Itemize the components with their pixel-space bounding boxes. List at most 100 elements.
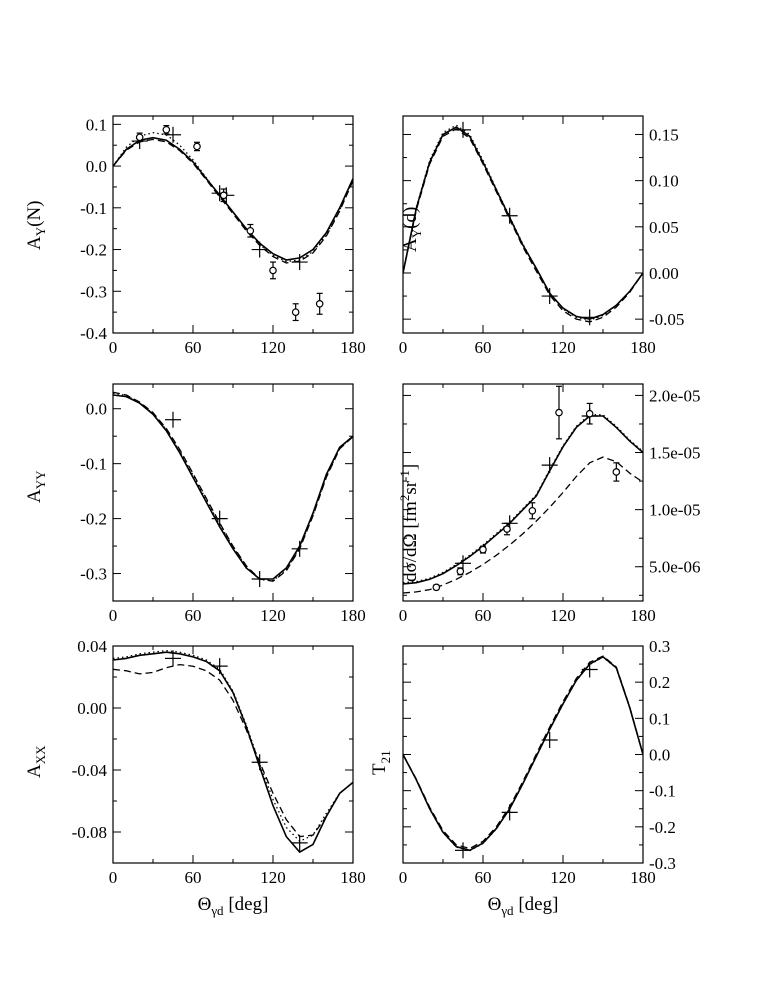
y-tick-label: 0.0 bbox=[86, 157, 107, 176]
y-tick-label: -0.08 bbox=[72, 823, 107, 842]
data-point bbox=[432, 583, 441, 592]
cross-marker bbox=[455, 842, 471, 859]
x-tick-label: 0 bbox=[109, 606, 118, 625]
series-dashed bbox=[113, 391, 353, 582]
y-tick-label: -0.1 bbox=[80, 199, 107, 218]
y-tick-label: 0.04 bbox=[77, 637, 107, 656]
series-dotted bbox=[403, 124, 643, 321]
plot-frame bbox=[112, 115, 354, 334]
series-dashed bbox=[403, 456, 643, 594]
ylabel-main: A bbox=[24, 489, 45, 503]
x-tick-label: 60 bbox=[475, 338, 492, 357]
data-point bbox=[135, 132, 144, 143]
y-tick-label: 0.00 bbox=[649, 264, 679, 283]
cross-marker bbox=[291, 540, 308, 557]
x-tick-label: 180 bbox=[340, 338, 366, 357]
x-tick-label: 0 bbox=[399, 606, 408, 625]
y-tick-label: -0.1 bbox=[649, 782, 676, 801]
xlabel-unit: [deg] bbox=[228, 894, 268, 915]
x-tick-label: 180 bbox=[340, 868, 366, 887]
cross-marker bbox=[581, 309, 598, 326]
data-point bbox=[193, 141, 201, 152]
x-tick-label: 0 bbox=[399, 338, 408, 357]
ylabel-main: T bbox=[369, 763, 390, 775]
x-tick-label: 0 bbox=[109, 338, 118, 357]
ylabel-axx: AXX bbox=[24, 745, 48, 778]
cross-marker bbox=[251, 754, 268, 771]
x-tick-label: 180 bbox=[630, 338, 656, 357]
panel-axx: AXX Θγd [deg] 0 60 120 180 -0.08 -0.04 0.00 0.0… bbox=[24, 637, 366, 918]
y-tick-label: 0.1 bbox=[86, 115, 107, 134]
series-solid bbox=[403, 415, 643, 585]
y-tick-label: 1.0e-05 bbox=[649, 501, 700, 520]
y-tick-label: 0.0 bbox=[86, 400, 107, 419]
cross-marker bbox=[251, 241, 268, 258]
panel-cross-section: dσ/dΩ [fm2sr-1] 0 60 120 180 5.0e-06 1.0e-05 1… bbox=[397, 383, 700, 625]
cross-marker bbox=[165, 126, 181, 143]
x-tick-label: 0 bbox=[399, 868, 408, 887]
series-solid bbox=[403, 655, 643, 852]
x-tick-label: 120 bbox=[550, 868, 576, 887]
plot-frame bbox=[402, 115, 644, 334]
y-tick-label: 1.5e-05 bbox=[649, 444, 700, 463]
series-solid bbox=[403, 126, 643, 320]
data-point bbox=[479, 545, 487, 554]
series-dotted bbox=[403, 414, 643, 584]
data-point bbox=[162, 124, 171, 135]
series-dotted bbox=[113, 649, 353, 843]
series-solid bbox=[113, 136, 353, 261]
x-tick-label: 60 bbox=[475, 606, 492, 625]
series-solid bbox=[113, 394, 353, 580]
cross-marker bbox=[165, 411, 181, 428]
x-tick-label: 120 bbox=[550, 338, 576, 357]
ylabel-sub: 21 bbox=[378, 750, 393, 763]
y-tick-label: 0.10 bbox=[649, 172, 679, 191]
series-dashed bbox=[113, 138, 353, 264]
ylabel-paren: (N) bbox=[24, 200, 45, 226]
y-tick-label: -0.3 bbox=[649, 854, 676, 873]
ylabel-main: A bbox=[24, 236, 45, 250]
data-point bbox=[315, 292, 324, 315]
panel-ayy: AYY 0 60 120 180 -0.3 -0.2 -0.1 0.0 bbox=[24, 383, 366, 625]
cross-marker bbox=[291, 254, 308, 271]
ylabel-unit-close: ] bbox=[400, 464, 421, 470]
x-tick-label: 120 bbox=[260, 868, 286, 887]
y-tick-label: -0.05 bbox=[649, 310, 684, 329]
cross-marker bbox=[501, 207, 518, 224]
ylabel-main: dσ/dΩ [fm bbox=[400, 501, 421, 582]
data-point bbox=[503, 522, 511, 536]
panel-t21: T21 Θγd [deg] 0 60 120 180-0.3 -0.2 -0.1 0.0 0.… bbox=[369, 637, 676, 918]
ylabel-ayy: AYY bbox=[24, 470, 48, 503]
series-dashed bbox=[403, 655, 643, 850]
y-tick-label: -0.1 bbox=[80, 455, 107, 474]
y-tick-label: 2.0e-05 bbox=[649, 386, 700, 405]
series-dashed bbox=[113, 663, 353, 838]
cross-marker bbox=[211, 658, 228, 675]
y-tick-label: 0.1 bbox=[649, 709, 670, 728]
ylabel-unit-sup1: 2 bbox=[397, 495, 412, 502]
y-tick-label: -0.4 bbox=[80, 324, 107, 343]
y-tick-label: 0.2 bbox=[649, 673, 670, 692]
y-tick-label: 0.00 bbox=[77, 699, 107, 718]
cross-marker bbox=[501, 804, 518, 821]
x-tick-label: 0 bbox=[109, 868, 118, 887]
series-dotted bbox=[113, 132, 353, 263]
xlabel-t21: Θγd [deg] bbox=[488, 894, 559, 918]
y-tick-label: 0.15 bbox=[649, 125, 679, 144]
panel-ay-d: AY(d) 0 60 120 180-0.050.000.050.100.15 bbox=[399, 115, 684, 357]
y-tick-label: -0.3 bbox=[80, 282, 107, 301]
y-tick-label: -0.04 bbox=[72, 761, 108, 780]
cross-marker bbox=[165, 650, 181, 667]
cross-marker bbox=[251, 571, 268, 588]
x-tick-label: 120 bbox=[550, 606, 576, 625]
ylabel-main: A bbox=[24, 764, 45, 778]
cross-marker bbox=[541, 288, 558, 305]
cross-marker bbox=[541, 457, 558, 474]
x-tick-label: 60 bbox=[185, 338, 202, 357]
series-dotted bbox=[113, 392, 353, 582]
data-point bbox=[456, 567, 465, 576]
x-tick-label: 180 bbox=[340, 606, 366, 625]
cross-marker bbox=[541, 732, 558, 749]
x-tick-label: 120 bbox=[260, 606, 286, 625]
